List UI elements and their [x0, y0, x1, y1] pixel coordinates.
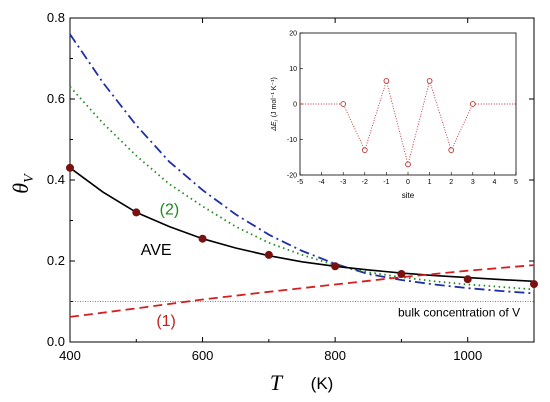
bulk-concentration-label: bulk concentration of V — [398, 306, 520, 320]
inset-x-tick-label: -1 — [383, 179, 389, 186]
series-annotation: (2) — [160, 201, 180, 218]
inset-x-tick-label: 0 — [406, 179, 410, 186]
inset-y-tick-label: -10 — [287, 137, 297, 144]
inset-x-tick-label: -5 — [297, 179, 303, 186]
inset-x-tick-label: -2 — [362, 179, 368, 186]
inset-x-axis-title: site — [402, 191, 415, 200]
data-point — [198, 234, 207, 243]
main-y-tick-label: 0.2 — [47, 253, 65, 268]
inset-marker — [448, 147, 455, 154]
inset-y-axis-title: ΔEi (J mol⁻¹ K⁻¹) — [271, 77, 280, 132]
inset-x-tick-label: 2 — [449, 179, 453, 186]
inset-x-tick-label: 5 — [514, 179, 518, 186]
inset-marker — [426, 78, 433, 84]
inset-y-tick-label: -20 — [287, 173, 297, 180]
data-point — [397, 269, 406, 278]
main-x-axis-unit: (K) — [311, 374, 334, 393]
inset-markers-group — [340, 78, 476, 168]
inset-x-tick-label: 4 — [492, 179, 496, 186]
inset-y-tick-label: 20 — [289, 31, 297, 38]
series-annotation: AVE — [141, 242, 172, 259]
inset-y-tick-label: 10 — [289, 66, 297, 73]
inset-marker — [361, 147, 368, 154]
main-y-axis-subscript: V — [22, 173, 37, 183]
inset-marker — [469, 101, 476, 107]
main-y-axis-title: θV — [8, 173, 37, 194]
main-y-tick-label: 0.6 — [47, 91, 65, 106]
reference-line-group: bulk concentration of V — [70, 301, 534, 320]
series-line-3 — [69, 264, 535, 318]
inset-marker — [383, 78, 390, 84]
data-point — [264, 250, 273, 259]
data-point — [530, 280, 538, 289]
inset-marker — [340, 101, 347, 107]
data-point — [331, 262, 340, 271]
main-y-tick-label: 0.8 — [47, 10, 65, 25]
series-line-1 — [69, 86, 535, 291]
data-point — [132, 208, 141, 217]
inset-y-axis-symbol: ΔE — [271, 121, 278, 132]
data-point — [463, 275, 472, 284]
main-series-group — [69, 33, 535, 318]
series-line-0 — [69, 33, 535, 295]
data-point — [66, 163, 74, 172]
main-x-axis-symbol: T — [270, 370, 284, 395]
inset-plot-frame — [299, 32, 517, 176]
inset-x-tick-label: 1 — [428, 179, 432, 186]
inset-marker — [405, 161, 411, 168]
main-points-group — [66, 163, 538, 289]
inset-y-axis-subscript: i — [274, 119, 280, 121]
main-y-axis-symbol: θ — [8, 183, 33, 194]
main-x-tick-label: 600 — [192, 348, 214, 363]
series-annotation: (1) — [156, 313, 176, 330]
inset-y-tick-label: 0 — [293, 102, 297, 109]
main-x-tick-label: 800 — [324, 348, 346, 363]
main-x-tick-label: 1000 — [453, 348, 482, 363]
inset-x-tick-label: -3 — [340, 179, 346, 186]
main-y-tick-label: 0.0 — [47, 334, 65, 349]
series-line-2 — [69, 167, 535, 283]
inset-x-tick-label: 3 — [471, 179, 475, 186]
main-y-tick-label: 0.4 — [47, 172, 65, 187]
main-x-tick-label: 400 — [59, 348, 81, 363]
inset-y-axis-unit: (J mol⁻¹ K⁻¹) — [271, 77, 278, 117]
inset-x-tick-label: -4 — [318, 179, 324, 186]
